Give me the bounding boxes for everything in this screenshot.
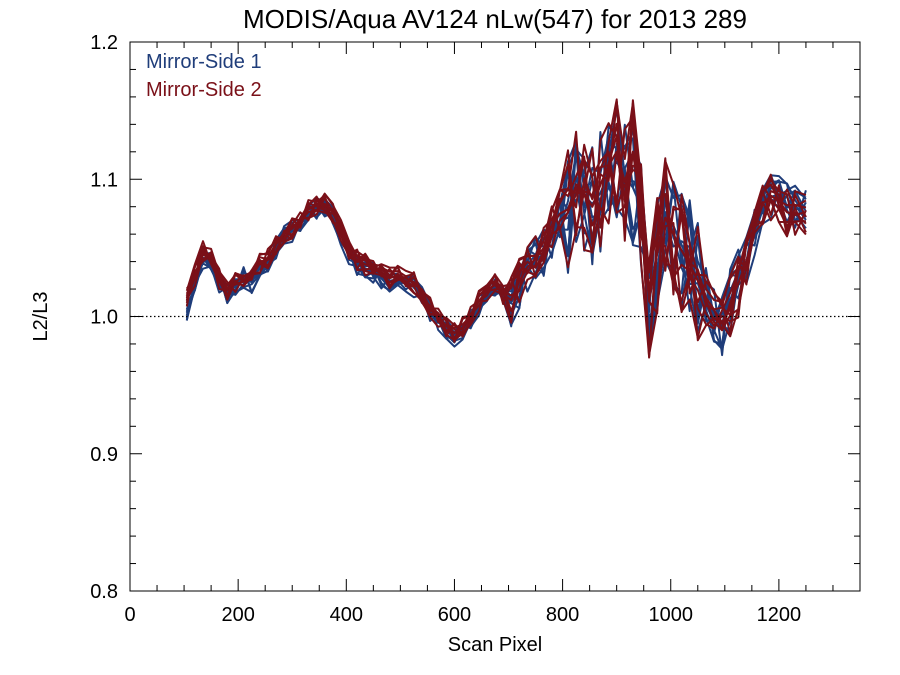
- x-tick-label: 1000: [648, 604, 693, 626]
- series-2-line: [185, 150, 807, 335]
- series-layer: [185, 98, 807, 359]
- x-tick-label: 600: [438, 604, 471, 626]
- legend-entry-2: Mirror-Side 2: [146, 79, 262, 101]
- legend: Mirror-Side 1 Mirror-Side 2: [146, 51, 262, 101]
- series-2-trace: [185, 99, 807, 338]
- series-2-trace: [185, 116, 807, 343]
- x-tick-label: 0: [124, 604, 135, 626]
- y-tick-label: 0.9: [90, 444, 118, 466]
- y-tick-label: 0.8: [90, 581, 118, 603]
- x-tick-label: 800: [546, 604, 579, 626]
- axes-layer: 0 200 400 600 800 1000 1200 0.8 0.9 1.0 1.1 1.2: [90, 32, 861, 626]
- x-tick-label: 200: [221, 604, 254, 626]
- y-axis-label: L2/L3: [30, 291, 52, 341]
- y-tick-label: 1.0: [90, 307, 118, 329]
- chart-title: MODIS/Aqua AV124 nLw(547) for 2013 289: [243, 4, 747, 34]
- legend-entry-1: Mirror-Side 1: [146, 51, 262, 73]
- series-2: [185, 98, 807, 359]
- y-tick-label: 1.1: [90, 169, 118, 191]
- x-tick-label: 1200: [757, 604, 802, 626]
- series-2-trace: [185, 100, 807, 342]
- series-1-trace: [185, 152, 807, 351]
- series-2-trace: [185, 151, 807, 342]
- x-axis-label: Scan Pixel: [448, 634, 543, 656]
- y-tick-label: 1.2: [90, 32, 118, 54]
- x-tick-label: 400: [330, 604, 363, 626]
